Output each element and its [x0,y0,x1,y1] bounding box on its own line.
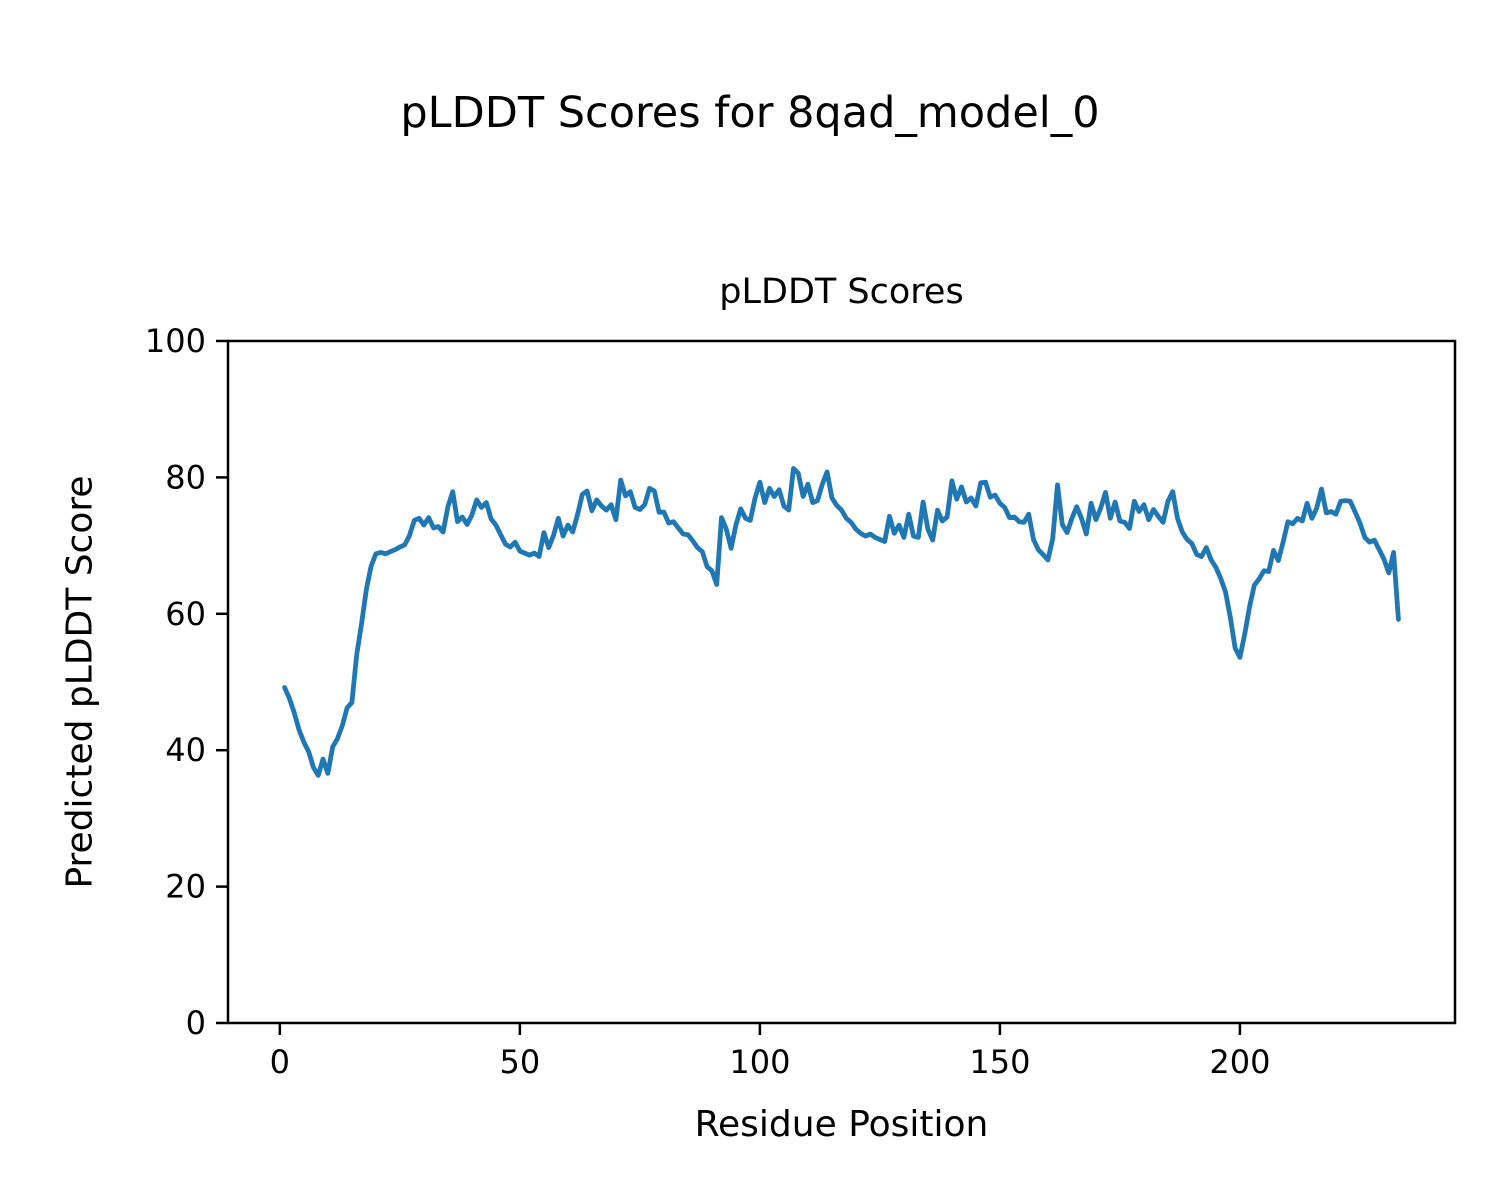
x-tick-label: 150 [969,1043,1030,1081]
axes-title: pLDDT Scores [719,272,964,312]
y-tick-label: 60 [165,595,206,633]
y-tick-label: 20 [165,868,206,906]
plddt-line-series [282,466,1401,778]
x-axis-label: Residue Position [694,1104,989,1145]
y-tick-label: 100 [145,322,206,360]
x-tick-labels: 0 50 100 150 200 [270,1043,1271,1081]
x-tick-label: 200 [1209,1043,1270,1081]
x-tick-label: 0 [270,1043,290,1081]
y-tick-label: 0 [186,1004,206,1042]
y-tick-label: 80 [165,458,206,496]
axes-spines [226,339,1457,1025]
y-tick-label: 40 [165,731,206,769]
figure-suptitle: pLDDT Scores for 8qad_model_0 [400,88,1100,138]
x-tick-label: 100 [729,1043,790,1081]
y-tick-labels: 0 20 40 60 80 100 [145,322,206,1042]
y-tick-marks [216,339,228,1025]
x-tick-label: 50 [500,1043,541,1081]
x-tick-marks [278,1023,1242,1035]
